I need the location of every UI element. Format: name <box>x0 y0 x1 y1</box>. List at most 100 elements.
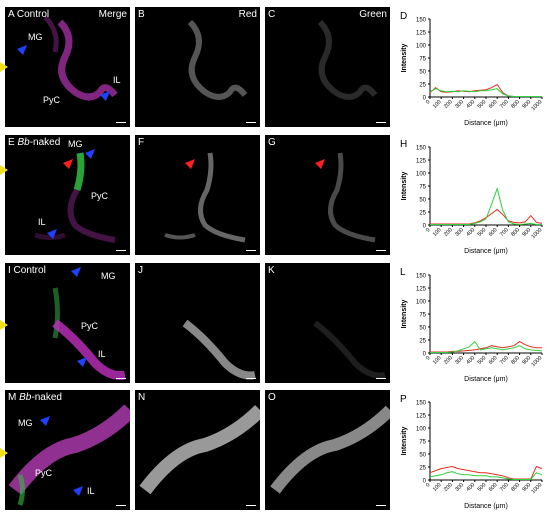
blue-arrow-icon <box>73 486 83 496</box>
x-tick-label: 400 <box>465 99 476 110</box>
scale-bar <box>116 378 126 379</box>
yellow-arrow-icon <box>0 165 8 175</box>
series-line <box>430 340 543 353</box>
y-tick-label: 0 <box>423 479 427 485</box>
panel-label-i: I Control <box>8 265 46 276</box>
x-tick-label: 400 <box>465 482 476 493</box>
x-axis-label: Distance (μm) <box>464 376 508 383</box>
y-axis-label: Intensity <box>401 44 408 73</box>
tissue-image <box>328 152 376 243</box>
tissue-image <box>187 19 248 100</box>
x-tick-label: 600 <box>488 99 499 110</box>
x-tick-label: 300 <box>454 99 465 110</box>
panel-label-a: A Control <box>8 9 50 20</box>
scale-bar <box>376 122 386 123</box>
x-tick-label: 300 <box>454 482 465 493</box>
x-tick-label: 0 <box>425 227 431 233</box>
y-tick-label: 150 <box>416 401 427 407</box>
series-line <box>430 186 542 226</box>
arrow-icons <box>17 45 110 101</box>
scale-bar <box>376 250 386 251</box>
x-tick-label: 700 <box>499 99 510 110</box>
arrow-icons <box>40 416 83 496</box>
y-tick-label: 25 <box>419 466 426 472</box>
x-tick-label: 400 <box>465 355 476 366</box>
scale-bar <box>376 505 386 506</box>
series-line <box>429 88 542 97</box>
green-panel-c: C Green <box>265 7 390 127</box>
x-tick-label: 500 <box>477 227 488 238</box>
y-tick-label: 100 <box>416 172 427 178</box>
tissue-image <box>52 287 126 380</box>
series-line <box>430 341 542 353</box>
x-tick-label: 200 <box>443 355 454 366</box>
tissue-image <box>313 320 386 379</box>
label-pyc: PyC <box>43 95 61 105</box>
label-il: IL <box>113 75 121 85</box>
y-tick-label: 125 <box>416 414 427 420</box>
blue-arrow-icon <box>85 149 95 159</box>
x-tick-label: 900 <box>521 99 532 110</box>
yellow-arrow-icon <box>0 448 8 458</box>
y-axis-label: Intensity <box>401 427 408 456</box>
scale-bar <box>116 250 126 251</box>
label-mg: MG <box>101 271 116 281</box>
y-tick-label: 50 <box>419 198 426 204</box>
x-tick-label: 700 <box>499 355 510 366</box>
blue-arrow-icon <box>40 416 50 426</box>
y-tick-label: 125 <box>416 31 427 37</box>
panel-label-f: F <box>138 137 145 148</box>
label-mg: MG <box>28 32 43 42</box>
label-il: IL <box>87 486 95 496</box>
red-arrow-icon <box>63 159 73 169</box>
panel-label-e: E Bb-naked <box>8 137 61 148</box>
tissue-image <box>8 404 130 506</box>
x-tick-label: 100 <box>432 482 443 493</box>
tissue-image <box>164 152 246 243</box>
channel-title-red: Red <box>238 9 257 20</box>
x-tick-label: 800 <box>510 99 521 110</box>
y-tick-label: 25 <box>419 339 426 345</box>
panel-label-b: B <box>138 9 145 20</box>
tissue-image <box>34 152 116 243</box>
y-tick-label: 75 <box>419 57 426 63</box>
scale-bar <box>116 505 126 506</box>
red-panel-f: F <box>135 135 260 255</box>
scale-bar <box>246 505 256 506</box>
blue-arrow-icon <box>17 45 27 55</box>
y-axis-label: Intensity <box>401 300 408 329</box>
red-arrow-icon <box>315 159 325 169</box>
scale-bar <box>246 122 256 123</box>
x-tick-label: 500 <box>477 99 488 110</box>
red-panel-n: N <box>135 390 260 510</box>
y-tick-label: 75 <box>419 313 426 319</box>
channel-title-green: Green <box>359 9 387 20</box>
x-tick-label: 800 <box>510 482 521 493</box>
label-mg: MG <box>18 418 33 428</box>
y-axis-label: Intensity <box>401 172 408 201</box>
x-axis-label: Distance (μm) <box>464 120 508 127</box>
y-tick-label: 0 <box>423 352 427 358</box>
label-pyc: PyC <box>35 468 53 478</box>
red-panel-b: B Red <box>135 7 260 127</box>
x-tick-label: 300 <box>454 355 465 366</box>
panel-label-k: K <box>268 265 275 276</box>
y-tick-label: 75 <box>419 185 426 191</box>
y-tick-label: 0 <box>423 96 427 102</box>
x-axis-label: Distance (μm) <box>464 503 508 510</box>
tissue-image <box>139 404 260 495</box>
x-tick-label: 600 <box>488 227 499 238</box>
scale-bar <box>376 378 386 379</box>
y-tick-label: 0 <box>423 224 427 230</box>
panel-label: P <box>400 394 407 405</box>
blue-arrow-icon <box>100 91 110 101</box>
x-tick-label: 100 <box>432 355 443 366</box>
x-tick-label: 100 <box>432 227 443 238</box>
panel-label-m: M Bb-naked <box>8 392 62 403</box>
yellow-arrow-icon <box>0 62 8 72</box>
label-mg: MG <box>68 139 83 149</box>
yellow-arrow-icon <box>0 320 8 330</box>
